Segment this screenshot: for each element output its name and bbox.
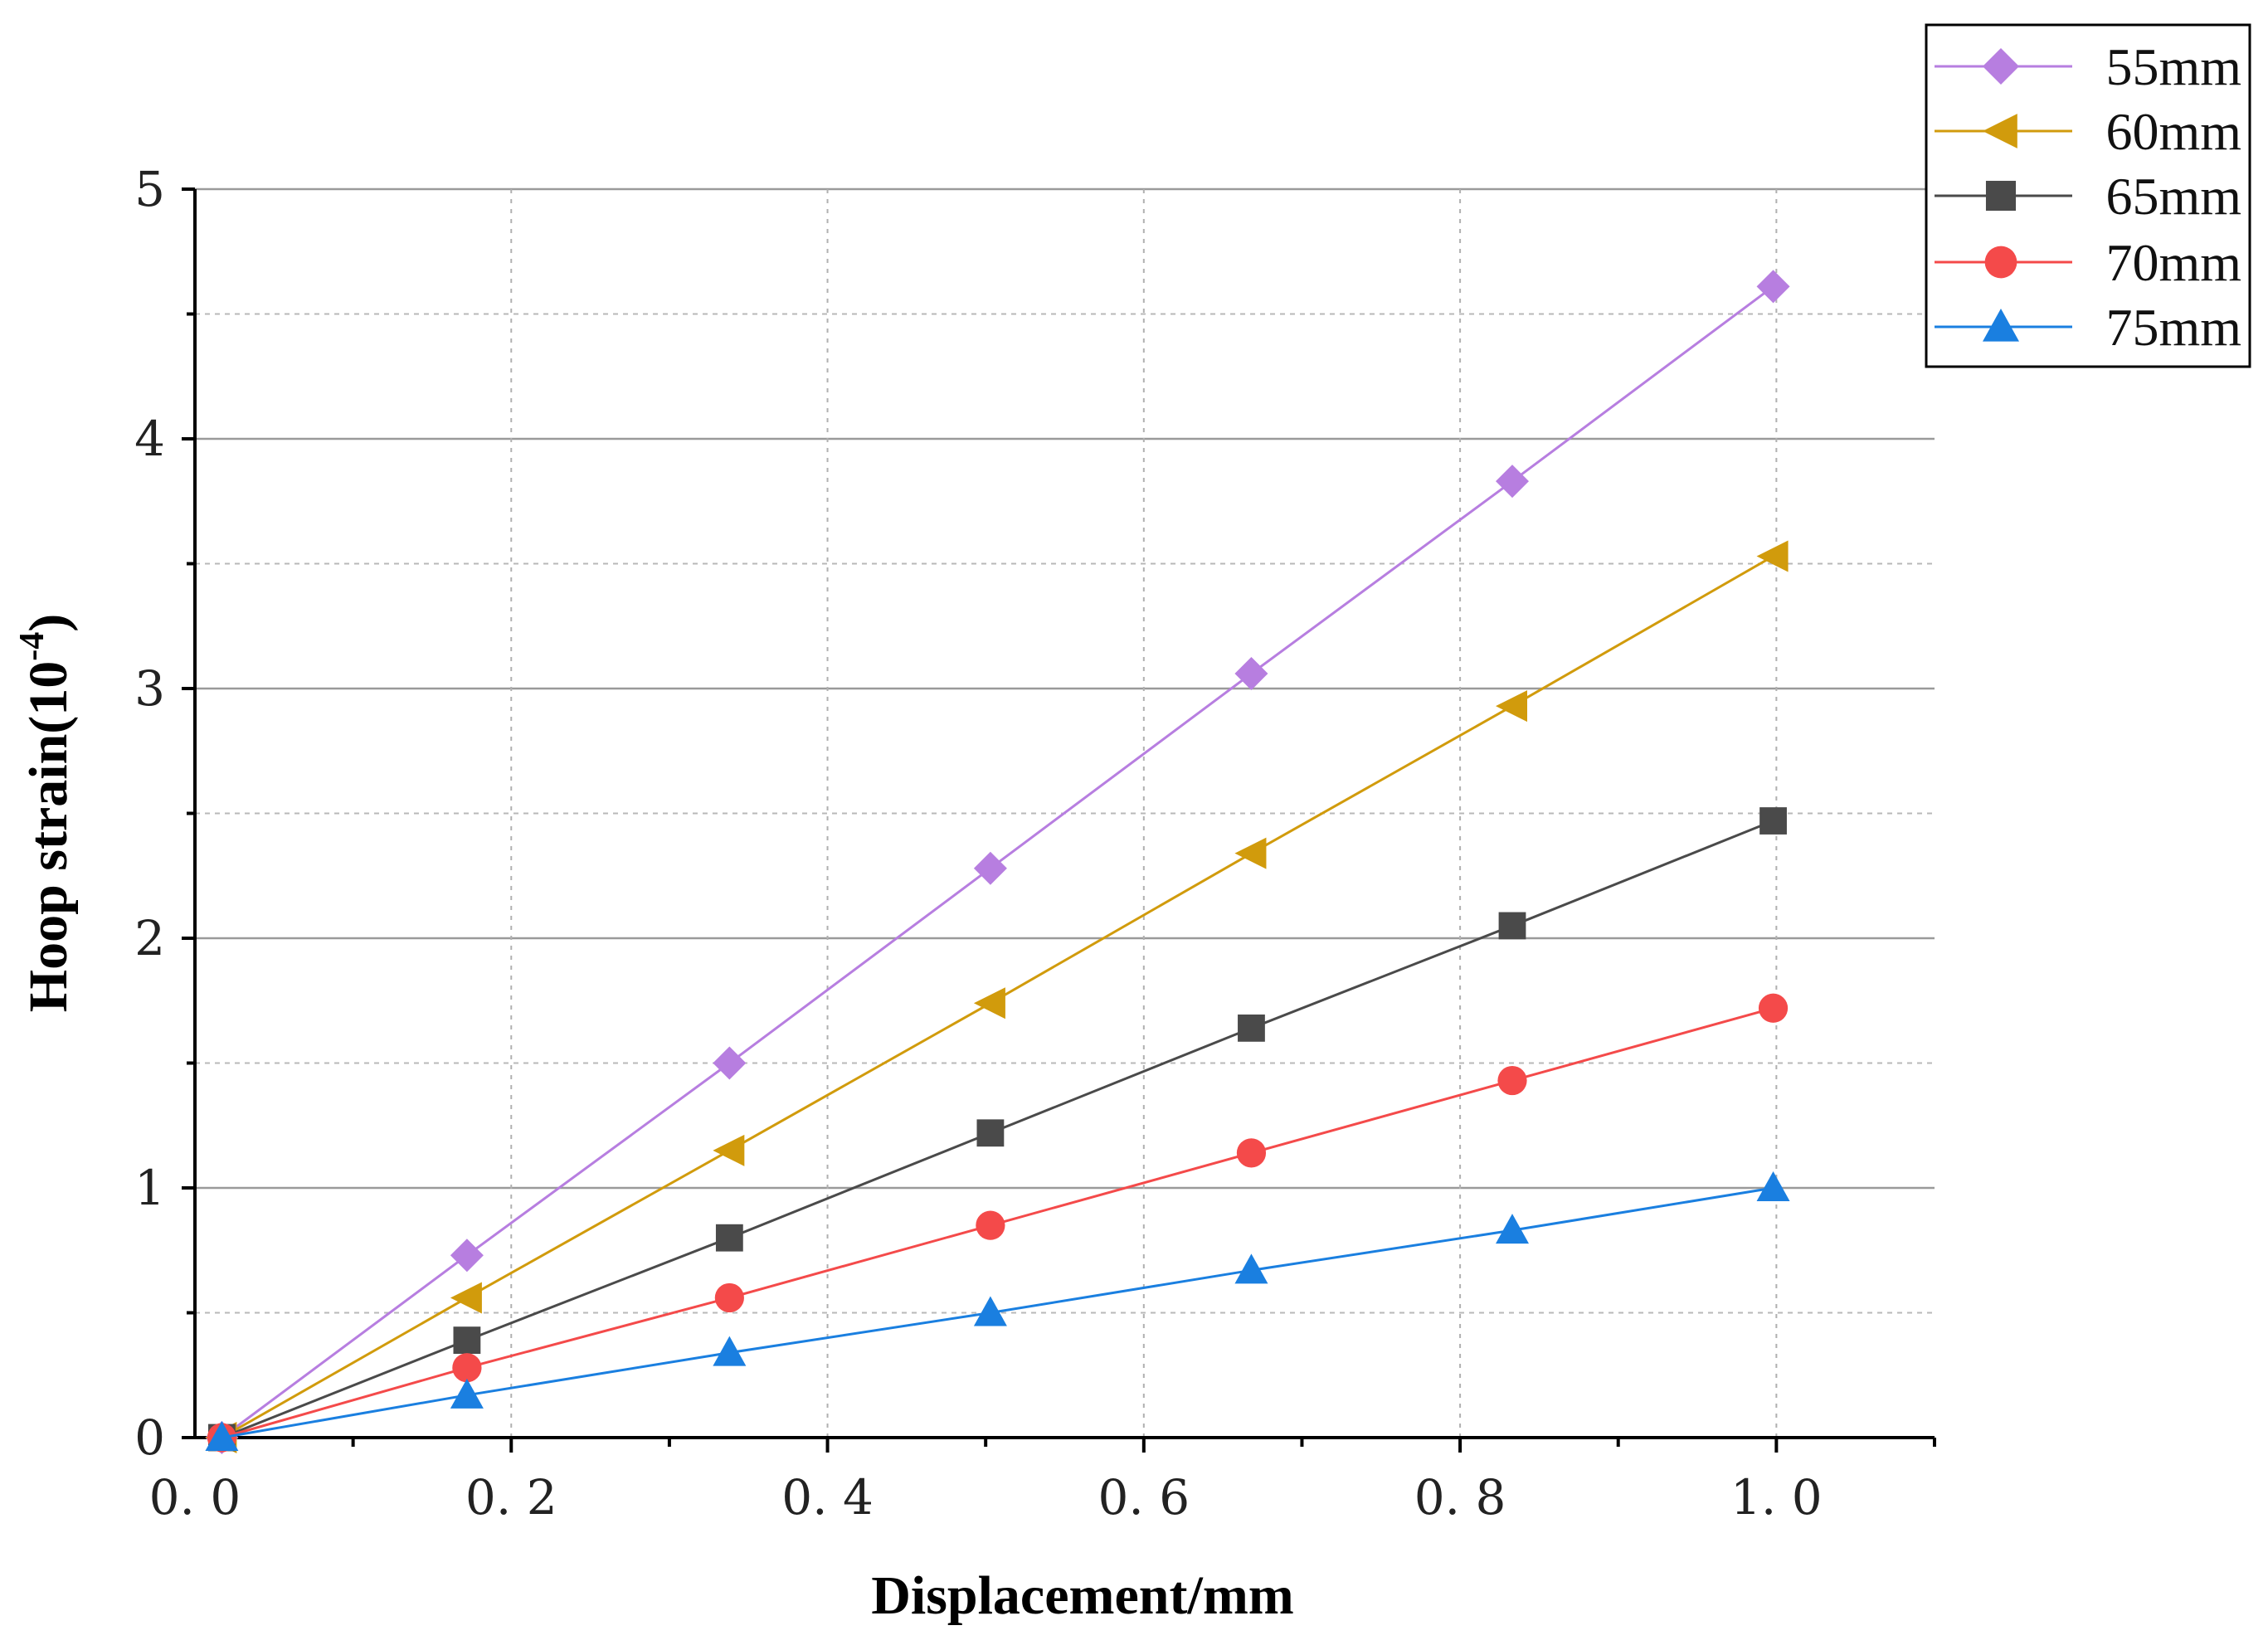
x-tick-label: 0. 4 — [781, 1469, 874, 1526]
square-marker — [1759, 807, 1787, 835]
square-marker — [1238, 1014, 1265, 1042]
triangle-left-marker — [1983, 114, 2017, 148]
legend-item-65mm: 65mm — [1935, 167, 2241, 226]
triangle-up-marker — [713, 1336, 747, 1366]
circle-marker — [1236, 1138, 1267, 1168]
triangle-left-marker — [973, 987, 1005, 1020]
diamond-marker — [1756, 270, 1790, 304]
x-tick-label: 1. 0 — [1730, 1469, 1823, 1526]
y-tick-label: 4 — [134, 411, 165, 467]
grid — [195, 187, 1935, 1438]
diamond-marker — [1983, 48, 2019, 85]
triangle-left-marker — [713, 1134, 745, 1166]
x-axis-title: Displacement/mm — [871, 1565, 1294, 1626]
diamond-marker — [973, 851, 1007, 885]
y-tick-label: 0 — [134, 1409, 165, 1466]
ticks: 0. 0 0. 2 0. 4 0. 6 0. 8 1. 0 0 1 2 3 4 5 — [134, 161, 1936, 1526]
diamond-marker — [713, 1046, 747, 1080]
legend-label: 55mm — [2105, 37, 2241, 96]
triangle-up-marker — [1234, 1253, 1268, 1284]
circle-marker — [1758, 993, 1789, 1023]
triangle-left-marker — [1234, 837, 1267, 869]
circle-marker — [1984, 246, 2017, 279]
y-tick-label: 3 — [134, 660, 165, 717]
y-axis-title-main: Hoop strain(10 — [18, 661, 79, 1013]
circle-marker — [976, 1210, 1005, 1240]
triangle-left-marker — [450, 1282, 482, 1314]
square-marker — [1498, 912, 1526, 940]
series-60mm — [205, 540, 1789, 1453]
legend-item-70mm: 70mm — [1935, 233, 2241, 292]
y-tick-label: 2 — [134, 910, 165, 966]
y-axis-title-exponent: -4 — [13, 632, 51, 661]
y-tick-label: 1 — [134, 1160, 165, 1216]
diamond-marker — [450, 1239, 484, 1273]
triangle-up-marker — [450, 1378, 484, 1409]
x-tick-label: 0. 2 — [465, 1469, 557, 1526]
y-axis-title: Hoop strain(10-4) — [13, 614, 79, 1013]
triangle-up-marker — [973, 1296, 1007, 1326]
triangle-left-marker — [1496, 690, 1528, 723]
legend-item-75mm: 75mm — [1935, 298, 2241, 357]
square-marker — [976, 1119, 1005, 1147]
diamond-marker — [1234, 656, 1268, 690]
legend-item-55mm: 55mm — [1935, 37, 2241, 96]
y-tick-label: 5 — [134, 161, 165, 217]
circle-marker — [1497, 1065, 1527, 1096]
legend-label: 60mm — [2105, 102, 2241, 161]
triangle-up-marker — [1496, 1214, 1530, 1244]
legend-label: 65mm — [2105, 167, 2241, 226]
legend: 55mm 60mm 65mm 70mm 75mm — [1925, 23, 2251, 368]
square-marker — [453, 1326, 481, 1355]
circle-marker — [714, 1282, 744, 1313]
x-tick-label: 0. 0 — [149, 1469, 241, 1526]
triangle-up-marker — [1983, 309, 2019, 342]
legend-label: 75mm — [2105, 298, 2241, 357]
y-axis-title-close: ) — [18, 614, 79, 632]
series-group — [205, 270, 1790, 1454]
triangle-up-marker — [205, 1421, 239, 1451]
x-tick-label: 0. 6 — [1097, 1469, 1190, 1526]
legend-label: 70mm — [2105, 233, 2241, 292]
triangle-left-marker — [1756, 540, 1789, 572]
square-marker — [1985, 180, 2017, 212]
square-marker — [715, 1224, 743, 1252]
circle-marker — [452, 1353, 482, 1383]
legend-item-60mm: 60mm — [1935, 102, 2241, 161]
series-75mm — [205, 1171, 1790, 1451]
triangle-up-marker — [1756, 1171, 1790, 1201]
diamond-marker — [1496, 465, 1530, 499]
x-tick-label: 0. 8 — [1414, 1469, 1506, 1526]
